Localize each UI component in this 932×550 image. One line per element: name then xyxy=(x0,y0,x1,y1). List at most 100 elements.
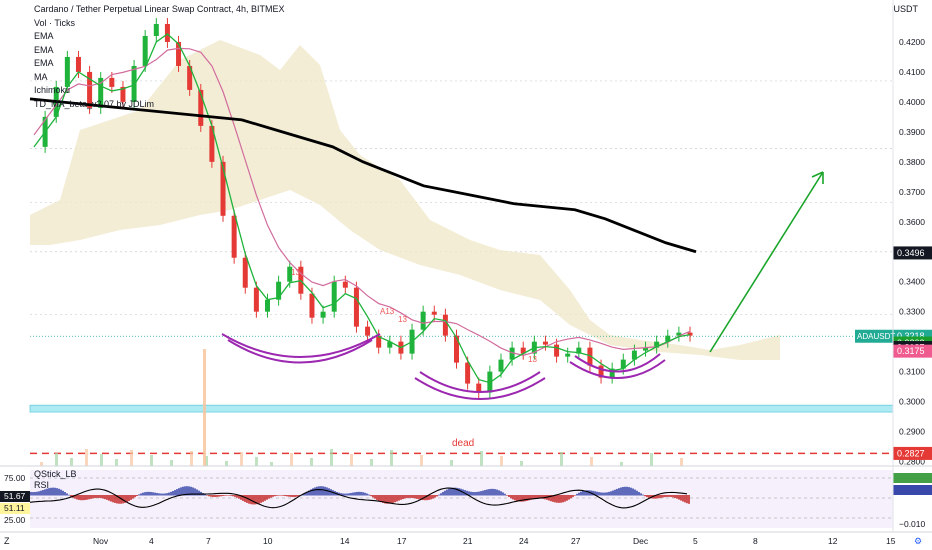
qstick-bar xyxy=(540,495,542,499)
qstick-bar xyxy=(362,492,364,496)
candle-body xyxy=(442,314,448,336)
td-count-label: 13 xyxy=(398,315,407,324)
qstick-bar xyxy=(630,487,632,496)
qstick-bar xyxy=(636,490,638,496)
indicator-ichimoku[interactable]: Ichimoku xyxy=(34,85,71,95)
qstick-bar xyxy=(664,495,666,498)
settings-gear-icon[interactable]: ⚙ xyxy=(914,536,923,546)
qstick-bar xyxy=(184,486,186,496)
qstick-bar xyxy=(234,495,236,497)
price-tick-label: 0.3100 xyxy=(899,367,925,377)
qstick-bar xyxy=(130,495,132,500)
qstick-bar xyxy=(122,495,124,504)
volume-bar xyxy=(225,461,228,466)
qstick-bar xyxy=(626,486,628,496)
candle-body xyxy=(676,332,682,336)
qstick-bar xyxy=(128,495,130,502)
candle-body xyxy=(576,347,582,354)
qstick-bar xyxy=(474,492,476,496)
indicator-td-ma[interactable]: TD_MA_beta_v2.07 by JDLim xyxy=(34,98,155,109)
qstick-bar xyxy=(82,495,84,501)
candle-body xyxy=(187,65,193,90)
price-tick-label: 0.2800 xyxy=(899,457,925,467)
candle-body xyxy=(654,341,660,348)
qstick-bar xyxy=(394,495,396,503)
indicator-qstick[interactable]: QStick_LB xyxy=(34,469,77,479)
qstick-bar xyxy=(570,495,572,499)
qstick-bar xyxy=(658,495,660,499)
qstick-bar xyxy=(188,486,190,496)
time-tick-label: Nov xyxy=(93,536,109,546)
qstick-bar xyxy=(40,490,42,496)
time-tick-label: 4 xyxy=(149,536,154,546)
qstick-bar xyxy=(196,489,198,496)
qstick-bar xyxy=(438,494,440,496)
indicator-ema-2[interactable]: EMA xyxy=(34,44,54,55)
volume-bar xyxy=(390,450,393,466)
qstick-bar xyxy=(480,491,482,496)
volume-bar xyxy=(170,460,173,466)
time-tick-label: Dec xyxy=(633,536,649,546)
candle-body xyxy=(276,281,282,300)
qstick-bar xyxy=(126,495,128,503)
qstick-bar xyxy=(138,494,140,496)
time-tick-label: 7 xyxy=(206,536,211,546)
qstick-bar xyxy=(106,495,108,500)
qstick-bar xyxy=(380,495,382,503)
qstick-bar xyxy=(174,490,176,496)
candle-body xyxy=(598,365,604,378)
qstick-bar xyxy=(312,488,314,496)
qstick-bar xyxy=(586,490,588,496)
candle-body xyxy=(242,257,248,288)
qstick-bar xyxy=(418,495,420,500)
qstick-bar xyxy=(542,495,544,499)
candle-body xyxy=(476,383,482,393)
td-count-label: 13 xyxy=(291,268,300,277)
candle-body xyxy=(631,350,637,360)
osc-badge-blue xyxy=(893,485,932,495)
qstick-bar xyxy=(344,493,346,496)
qstick-bar xyxy=(416,495,418,499)
indicator-ema-3[interactable]: EMA xyxy=(34,58,54,68)
qstick-bar xyxy=(666,495,668,497)
qstick-bar xyxy=(378,495,380,502)
qstick-bar xyxy=(132,495,134,499)
qstick-bar xyxy=(614,489,616,496)
indicator-rsi[interactable]: RSI xyxy=(34,480,50,490)
qstick-bar xyxy=(434,495,436,498)
indicator-volume[interactable]: Vol · Ticks xyxy=(34,17,76,28)
zoom-z-button[interactable]: Z xyxy=(4,536,10,546)
indicator-ma[interactable]: MA xyxy=(34,71,48,82)
badge-last-text: 0.3218 xyxy=(897,331,925,341)
price-tick-label: 0.3400 xyxy=(899,277,925,287)
indicator-ema-1[interactable]: EMA xyxy=(34,31,54,41)
qstick-bar xyxy=(592,490,594,496)
candle-body xyxy=(142,35,148,66)
qstick-bar xyxy=(674,495,676,498)
qstick-bar xyxy=(298,495,300,497)
qstick-bar xyxy=(580,491,582,496)
qstick-bar xyxy=(190,486,192,496)
qstick-bar xyxy=(662,495,664,498)
qstick-bar xyxy=(136,495,138,497)
qstick-bar xyxy=(392,495,394,503)
qstick-bar xyxy=(450,488,452,496)
candle-body xyxy=(64,56,70,87)
ichimoku-cloud xyxy=(30,40,780,360)
qstick-bar xyxy=(486,489,488,496)
qstick-bar xyxy=(62,490,64,496)
qstick-bar xyxy=(218,495,220,497)
candle-body xyxy=(387,341,393,348)
chart-title: Cardano / Tether Perpetual Linear Swap C… xyxy=(34,4,285,14)
qstick-bar xyxy=(290,495,292,497)
qstick-bar xyxy=(400,495,402,500)
time-tick-label: 5 xyxy=(693,536,698,546)
qstick-bar xyxy=(30,491,32,496)
qstick-bar xyxy=(346,493,348,496)
price-tick-label: 0.3000 xyxy=(899,397,925,407)
qstick-bar xyxy=(686,495,688,504)
qstick-bar xyxy=(452,487,454,496)
